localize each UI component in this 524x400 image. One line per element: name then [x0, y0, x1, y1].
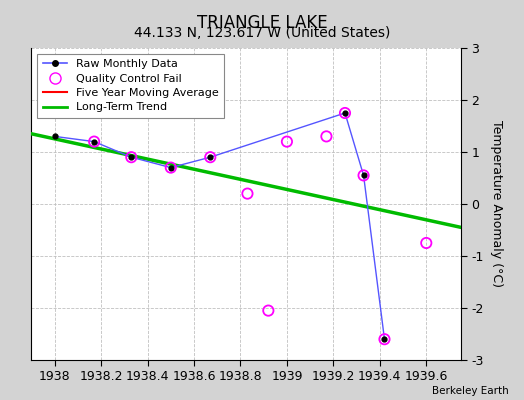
- Point: [243, 190, 252, 197]
- Point: [322, 133, 331, 140]
- Text: Berkeley Earth: Berkeley Earth: [432, 386, 508, 396]
- Point: [341, 110, 349, 116]
- Text: TRIANGLE LAKE: TRIANGLE LAKE: [196, 14, 328, 32]
- Y-axis label: Temperature Anomaly (°C): Temperature Anomaly (°C): [490, 120, 504, 288]
- Point: [422, 240, 431, 246]
- Text: 44.133 N, 123.617 W (United States): 44.133 N, 123.617 W (United States): [134, 26, 390, 40]
- Point: [359, 172, 368, 178]
- Point: [283, 138, 291, 145]
- Point: [206, 154, 214, 160]
- Point: [167, 164, 175, 171]
- Point: [127, 154, 136, 160]
- Point: [380, 336, 389, 342]
- Legend: Raw Monthly Data, Quality Control Fail, Five Year Moving Average, Long-Term Tren: Raw Monthly Data, Quality Control Fail, …: [37, 54, 224, 118]
- Point: [264, 307, 272, 314]
- Point: [90, 138, 99, 145]
